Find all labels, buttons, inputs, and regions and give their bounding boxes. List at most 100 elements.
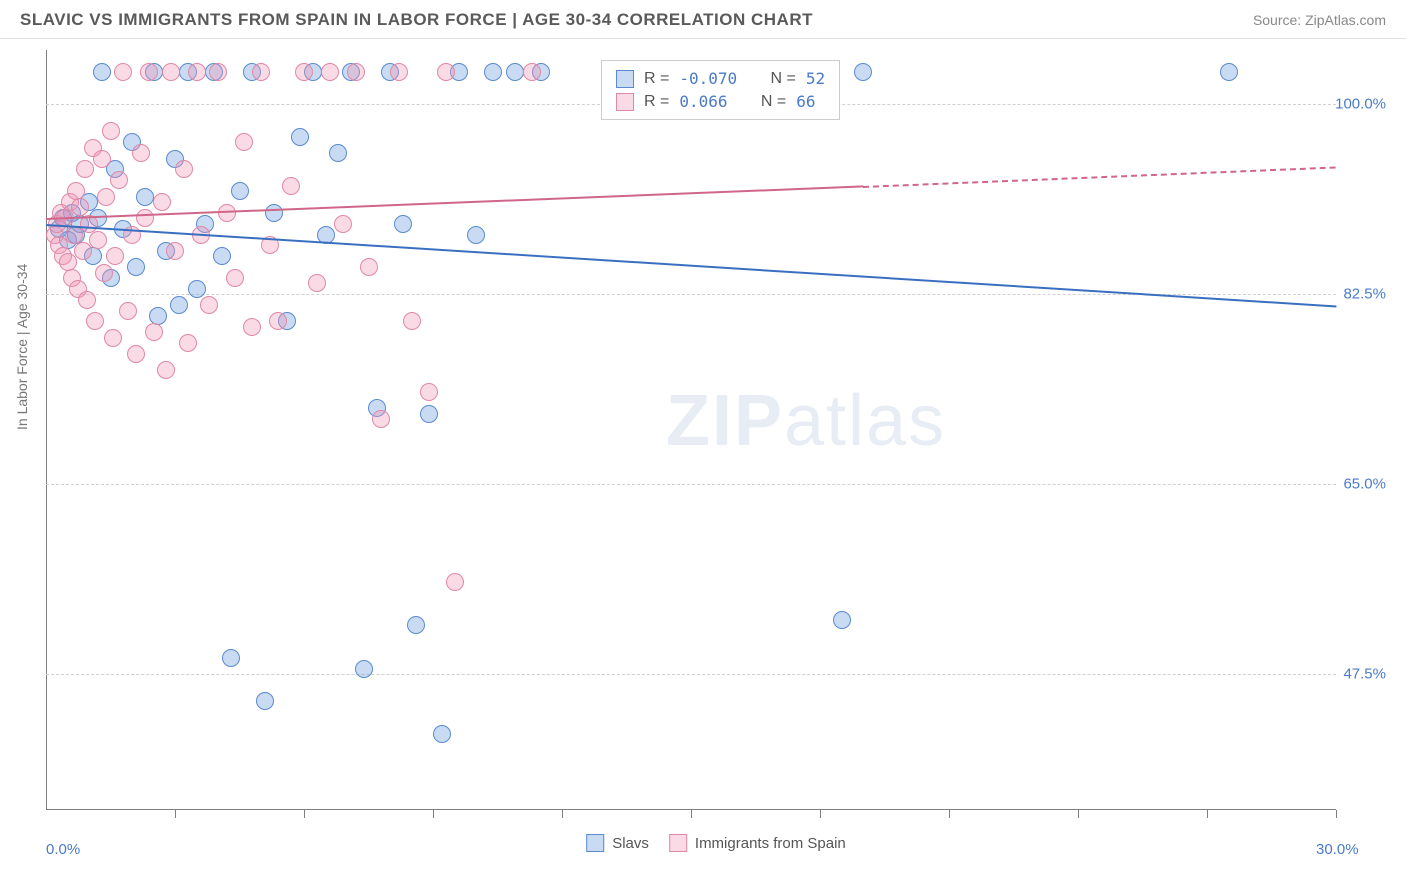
data-point	[235, 133, 253, 151]
data-point	[149, 307, 167, 325]
data-point	[394, 215, 412, 233]
data-point	[132, 144, 150, 162]
chart-header: SLAVIC VS IMMIGRANTS FROM SPAIN IN LABOR…	[0, 0, 1406, 39]
data-point	[321, 63, 339, 81]
data-point	[188, 63, 206, 81]
legend-row: R = 0.066 N = 66	[616, 90, 825, 113]
data-point	[127, 258, 145, 276]
data-point	[93, 63, 111, 81]
data-point	[390, 63, 408, 81]
legend-r-label: R =	[644, 93, 669, 111]
data-point	[71, 198, 89, 216]
data-point	[252, 63, 270, 81]
x-tick	[1207, 810, 1208, 818]
data-point	[437, 63, 455, 81]
legend-swatch	[616, 93, 634, 111]
data-point	[295, 63, 313, 81]
x-tick	[1078, 810, 1079, 818]
data-point	[89, 231, 107, 249]
x-tick	[820, 810, 821, 818]
legend-r-label: R =	[644, 70, 669, 88]
data-point	[166, 242, 184, 260]
data-point	[188, 280, 206, 298]
legend-item-slavs: Slavs	[586, 834, 649, 852]
data-point	[136, 188, 154, 206]
data-point	[231, 182, 249, 200]
y-tick-label: 82.5%	[1343, 286, 1386, 303]
grid-line	[46, 484, 1336, 485]
data-point	[372, 410, 390, 428]
data-point	[484, 63, 502, 81]
data-point	[243, 318, 261, 336]
data-point	[308, 274, 326, 292]
data-point	[226, 269, 244, 287]
data-point	[209, 63, 227, 81]
y-axis-line	[46, 50, 47, 810]
chart-area: 100.0%82.5%65.0%47.5%0.0%30.0%ZIPatlasR …	[46, 50, 1386, 810]
legend-row: R = -0.070 N = 52	[616, 67, 825, 90]
x-tick	[949, 810, 950, 818]
data-point	[153, 193, 171, 211]
data-point	[162, 63, 180, 81]
data-point	[222, 649, 240, 667]
data-point	[355, 660, 373, 678]
y-tick-label: 47.5%	[1343, 666, 1386, 683]
x-tick	[304, 810, 305, 818]
data-point	[407, 616, 425, 634]
source-attribution: Source: ZipAtlas.com	[1253, 12, 1386, 28]
data-point	[95, 264, 113, 282]
legend-n-label: N =	[770, 70, 795, 88]
data-point	[291, 128, 309, 146]
data-point	[119, 302, 137, 320]
data-point	[854, 63, 872, 81]
x-tick	[691, 810, 692, 818]
data-point	[269, 312, 287, 330]
legend-n-label: N =	[761, 93, 786, 111]
x-axis-label: 0.0%	[46, 841, 80, 858]
data-point	[446, 573, 464, 591]
data-point	[157, 361, 175, 379]
data-point	[76, 160, 94, 178]
y-tick-label: 100.0%	[1335, 96, 1386, 113]
data-point	[170, 296, 188, 314]
legend-bottom: Slavs Immigrants from Spain	[586, 834, 846, 852]
data-point	[67, 182, 85, 200]
data-point	[360, 258, 378, 276]
legend-r-value: -0.070	[679, 69, 737, 88]
y-axis-label: In Labor Force | Age 30-34	[14, 264, 30, 430]
data-point	[102, 122, 120, 140]
data-point	[1220, 63, 1238, 81]
legend-n-value: 66	[796, 92, 815, 111]
data-point	[403, 312, 421, 330]
data-point	[282, 177, 300, 195]
data-point	[97, 188, 115, 206]
data-point	[110, 171, 128, 189]
x-tick	[562, 810, 563, 818]
data-point	[420, 383, 438, 401]
data-point	[833, 611, 851, 629]
legend-swatch-pink	[669, 834, 687, 852]
y-tick-label: 65.0%	[1343, 476, 1386, 493]
legend-item-spain: Immigrants from Spain	[669, 834, 846, 852]
legend-label: Slavs	[612, 835, 649, 852]
trend-line	[863, 166, 1336, 188]
data-point	[175, 160, 193, 178]
data-point	[329, 144, 347, 162]
data-point	[506, 63, 524, 81]
legend-n-value: 52	[806, 69, 825, 88]
data-point	[256, 692, 274, 710]
chart-title: SLAVIC VS IMMIGRANTS FROM SPAIN IN LABOR…	[20, 10, 813, 30]
x-tick	[433, 810, 434, 818]
correlation-legend: R = -0.070 N = 52R = 0.066 N = 66	[601, 60, 840, 120]
legend-r-value: 0.066	[679, 92, 727, 111]
legend-swatch-blue	[586, 834, 604, 852]
x-tick	[1336, 810, 1337, 818]
data-point	[140, 63, 158, 81]
data-point	[78, 291, 96, 309]
data-point	[86, 312, 104, 330]
x-tick	[175, 810, 176, 818]
data-point	[347, 63, 365, 81]
legend-swatch	[616, 70, 634, 88]
data-point	[114, 63, 132, 81]
data-point	[106, 247, 124, 265]
